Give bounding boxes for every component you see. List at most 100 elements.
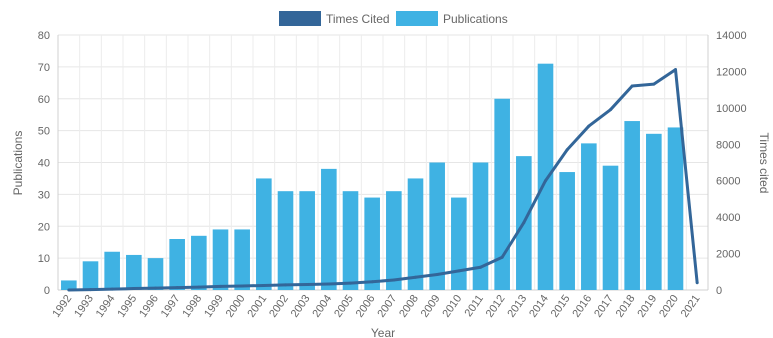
- point-2007: [392, 278, 396, 282]
- point-2001: [262, 283, 266, 287]
- y2-tick-label: 14000: [716, 30, 747, 42]
- point-2018: [630, 84, 634, 88]
- bar-2004: [321, 168, 337, 290]
- x-tick-label: 1994: [94, 293, 118, 320]
- x-tick-label: 2017: [592, 293, 616, 320]
- y-tick-label: 10: [38, 253, 50, 265]
- gridlines: [57, 34, 709, 291]
- y2-tick-label: 0: [716, 285, 722, 297]
- x-tick-label: 2012: [484, 293, 508, 320]
- x-tick-label: 2005: [332, 293, 356, 320]
- point-2011: [479, 265, 482, 269]
- y-tick-label: 70: [38, 62, 50, 74]
- point-2005: [349, 281, 352, 285]
- point-1997: [175, 286, 179, 290]
- y-tick-label: 20: [38, 221, 50, 233]
- x-tick-label: 2021: [679, 293, 703, 320]
- x-tick-label: 2007: [375, 293, 399, 320]
- publications-bars: [61, 63, 684, 290]
- x-tick-label: 2014: [527, 293, 551, 320]
- x-tick-label: 2004: [310, 293, 334, 320]
- y2-tick-label: 2000: [716, 249, 740, 261]
- point-1995: [132, 287, 136, 291]
- y2-tick-label: 6000: [716, 176, 740, 188]
- bar-1999: [212, 229, 229, 290]
- point-2000: [240, 284, 244, 288]
- times-cited-line: [67, 68, 699, 292]
- point-2021: [695, 281, 699, 285]
- x-tick-label: 1998: [180, 293, 204, 320]
- x-tick-label: 2009: [419, 293, 443, 320]
- point-2016: [587, 124, 591, 128]
- bar-2017: [602, 165, 619, 290]
- point-1994: [110, 287, 114, 291]
- bar-1992: [61, 280, 77, 290]
- bar-2015: [559, 172, 575, 290]
- x-tick-label: 2008: [397, 293, 421, 320]
- times-cited-polyline: [68, 68, 699, 292]
- x-axis-title: Year: [371, 326, 395, 338]
- point-2004: [327, 282, 331, 286]
- bar-1993: [82, 261, 99, 290]
- x-tick-label: 2019: [635, 293, 659, 320]
- bar-2018: [624, 121, 640, 290]
- x-axis-ticks: 1992199319941995199619971998199920002001…: [50, 293, 702, 320]
- point-1993: [89, 288, 92, 292]
- bar-1998: [191, 235, 207, 290]
- y2-axis-title: Times cited: [757, 133, 771, 194]
- y2-tick-label: 4000: [716, 212, 740, 224]
- point-2010: [457, 269, 461, 273]
- bar-2003: [299, 191, 315, 290]
- bar-2016: [581, 143, 597, 290]
- x-tick-label: 2015: [549, 293, 573, 320]
- bar-2009: [429, 162, 445, 290]
- bar-2008: [407, 178, 424, 290]
- point-2006: [370, 280, 374, 284]
- x-tick-label: 1993: [72, 293, 96, 320]
- bar-2001: [256, 178, 272, 290]
- point-1999: [219, 284, 222, 288]
- bar-1997: [169, 239, 185, 290]
- x-tick-label: 2018: [614, 293, 638, 320]
- x-tick-label: 2013: [505, 293, 529, 320]
- bar-2000: [234, 229, 250, 290]
- point-2002: [284, 283, 287, 287]
- x-tick-label: 1999: [202, 293, 226, 320]
- point-2013: [522, 221, 526, 225]
- right-axis-ticks: 0 2000 4000 6000 8000 10000 12000 14000: [716, 30, 747, 297]
- x-tick-label: 2010: [440, 293, 464, 320]
- x-tick-label: 1996: [137, 293, 161, 320]
- point-2020: [674, 68, 677, 72]
- bar-2011: [472, 162, 489, 290]
- y-tick-label: 0: [44, 285, 50, 297]
- point-1992: [67, 288, 71, 292]
- bar-2014: [537, 63, 554, 290]
- x-tick-label: 2000: [224, 293, 248, 320]
- bar-1994: [104, 251, 120, 290]
- x-tick-label: 2002: [267, 293, 291, 320]
- point-2014: [544, 179, 547, 183]
- x-tick-label: 2003: [289, 293, 313, 320]
- y2-tick-label: 8000: [716, 139, 740, 151]
- x-tick-label: 2011: [463, 293, 486, 319]
- x-tick-label: 2020: [657, 293, 681, 320]
- x-tick-label: 1995: [115, 293, 139, 320]
- legend: Times Cited Publications: [279, 11, 508, 26]
- y-tick-label: 80: [38, 30, 50, 42]
- bar-1995: [126, 254, 142, 290]
- y-tick-label: 30: [38, 189, 50, 201]
- point-2009: [435, 273, 439, 277]
- legend-label-times-cited: Times Cited: [326, 12, 390, 26]
- legend-swatch-times-cited: [279, 11, 321, 26]
- point-2017: [609, 108, 612, 112]
- bar-2020: [667, 127, 684, 290]
- left-axis-ticks: 0 10 20 30 40 50 60 70 80: [38, 30, 50, 297]
- bar-2010: [451, 197, 467, 290]
- point-2008: [414, 275, 417, 279]
- x-tick-label: 1992: [50, 293, 74, 320]
- point-1996: [154, 286, 157, 290]
- bar-2005: [342, 191, 359, 290]
- y-tick-label: 40: [38, 158, 50, 170]
- y-tick-label: 60: [38, 94, 50, 106]
- x-tick-label: 2006: [354, 293, 378, 320]
